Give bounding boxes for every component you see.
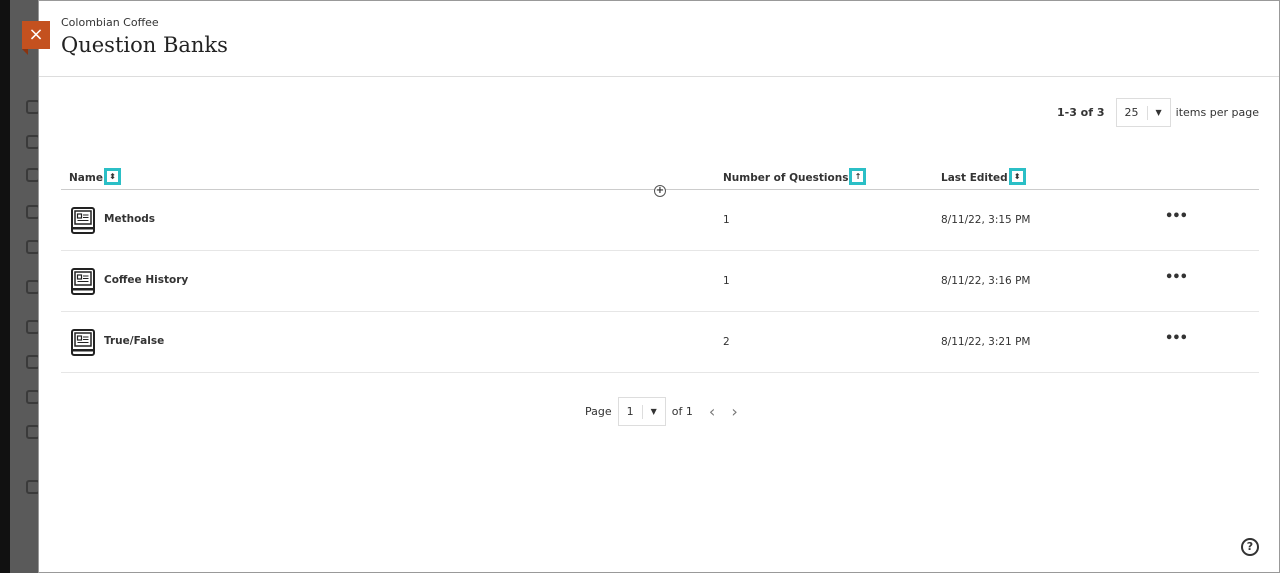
panel-header: Colombian Coffee Question Banks bbox=[39, 1, 1279, 77]
column-label: Number of Questions bbox=[723, 171, 849, 184]
more-options-icon[interactable]: ••• bbox=[1165, 270, 1188, 285]
question-bank-icon bbox=[71, 329, 95, 356]
page-value: 1 bbox=[626, 405, 634, 418]
caret-down-icon: ▼ bbox=[650, 407, 657, 416]
pagination-bottom: Page 1 ▼ of 1 ‹ › bbox=[585, 397, 738, 426]
question-banks-table: Name ⬍ Number of Questions ↑ Last Edited ⬍ … bbox=[61, 161, 1259, 373]
table-row: Methods 1 8/11/22, 3:15 PM ••• bbox=[61, 190, 1259, 251]
table-row: Coffee History 1 8/11/22, 3:16 PM ••• bbox=[61, 251, 1259, 312]
items-per-page-label: items per page bbox=[1175, 106, 1259, 119]
page-select[interactable]: 1 ▼ bbox=[617, 397, 666, 426]
question-bank-name[interactable]: Coffee History bbox=[104, 274, 189, 286]
number-of-questions: 1 bbox=[723, 275, 730, 287]
sort-icon[interactable]: ⬍ bbox=[103, 168, 121, 185]
items-per-page-select[interactable]: 25 ▼ bbox=[1115, 98, 1171, 127]
question-bank-name[interactable]: Methods bbox=[104, 213, 156, 225]
next-page-icon[interactable]: › bbox=[731, 402, 738, 421]
last-edited: 8/11/22, 3:16 PM bbox=[941, 275, 1031, 287]
question-banks-panel: Colombian Coffee Question Banks 1-3 of 3… bbox=[38, 0, 1280, 573]
result-range: 1-3 of 3 bbox=[1056, 106, 1105, 119]
sort-icon[interactable]: ⬍ bbox=[1008, 168, 1026, 185]
table-row: True/False 2 8/11/22, 3:21 PM ••• bbox=[61, 312, 1259, 373]
question-bank-icon bbox=[71, 207, 95, 234]
help-icon[interactable]: ? bbox=[1241, 538, 1259, 556]
column-label: Last Edited bbox=[941, 171, 1008, 184]
table-header: Name ⬍ Number of Questions ↑ Last Edited ⬍ … bbox=[61, 161, 1259, 197]
more-options-icon[interactable]: ••• bbox=[1165, 331, 1188, 346]
question-bank-icon bbox=[71, 268, 95, 295]
sort-ascending-icon[interactable]: ↑ bbox=[849, 168, 867, 185]
last-edited: 8/11/22, 3:21 PM bbox=[941, 336, 1031, 348]
caret-down-icon: ▼ bbox=[1155, 108, 1162, 117]
close-icon: × bbox=[28, 24, 44, 45]
add-plus-icon[interactable]: + bbox=[654, 185, 666, 197]
course-name: Colombian Coffee bbox=[61, 16, 159, 29]
page-label: Page bbox=[585, 405, 612, 418]
column-header-name[interactable]: Name ⬍ bbox=[69, 168, 121, 185]
close-button[interactable]: × bbox=[22, 21, 50, 55]
pagination-top: 1-3 of 3 25 ▼ items per page bbox=[1057, 98, 1259, 127]
number-of-questions: 2 bbox=[723, 336, 730, 348]
page-count: of 1 bbox=[671, 405, 693, 418]
number-of-questions: 1 bbox=[723, 214, 730, 226]
last-edited: 8/11/22, 3:15 PM bbox=[941, 214, 1031, 226]
column-label: Name bbox=[69, 171, 103, 184]
items-per-page-value: 25 bbox=[1124, 106, 1139, 119]
background-course-sidebar bbox=[0, 0, 40, 573]
more-options-icon[interactable]: ••• bbox=[1165, 209, 1188, 224]
column-header-number-of-questions[interactable]: Number of Questions ↑ bbox=[723, 168, 867, 185]
question-bank-name[interactable]: True/False bbox=[104, 335, 165, 347]
previous-page-icon[interactable]: ‹ bbox=[708, 402, 716, 421]
column-header-last-edited[interactable]: Last Edited ⬍ bbox=[941, 168, 1026, 185]
page-title: Question Banks bbox=[61, 33, 228, 57]
